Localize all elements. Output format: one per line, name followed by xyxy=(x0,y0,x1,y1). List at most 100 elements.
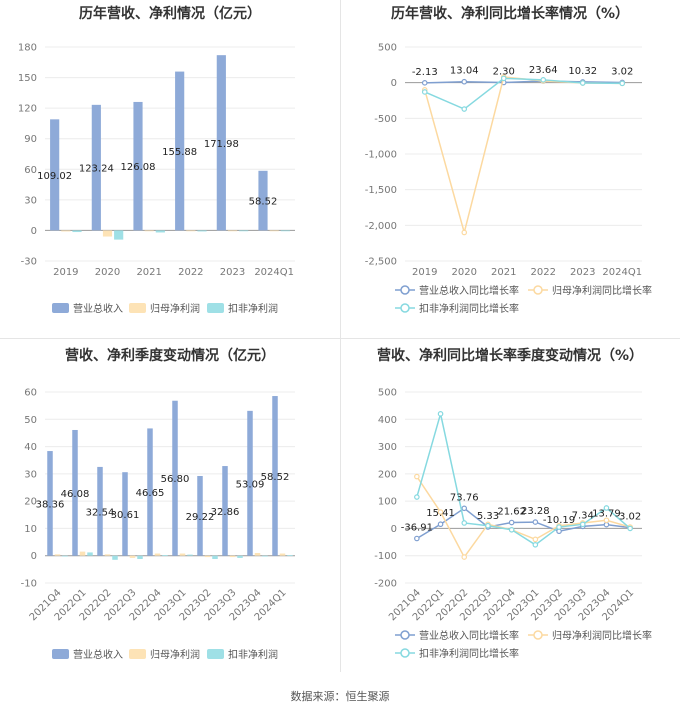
legend-swatch xyxy=(52,649,69,659)
bar-2 xyxy=(279,553,286,556)
x-tick-label: 2023 xyxy=(570,267,595,278)
point-value-label: -36.91 xyxy=(401,522,433,533)
bar-3 xyxy=(112,555,118,560)
point-value-label: 21.62 xyxy=(497,507,526,518)
bar-value-label: 32.86 xyxy=(211,507,240,518)
y-tick-label: 50 xyxy=(24,415,37,426)
bar-value-label: 30.61 xyxy=(111,510,140,521)
series-line-1 xyxy=(424,80,623,84)
legend-label: 营业总收入 xyxy=(73,648,123,661)
bar-1 xyxy=(172,400,178,556)
y-tick-label: 500 xyxy=(378,388,397,399)
y-tick-label: 10 xyxy=(24,524,37,535)
bar-2 xyxy=(204,555,211,558)
bar-value-label: 123.24 xyxy=(79,164,114,175)
bar-1 xyxy=(97,466,103,556)
y-tick-label: 0 xyxy=(31,226,37,237)
x-tick-label: 2021 xyxy=(491,267,516,278)
y-tick-label: -1,500 xyxy=(365,185,397,196)
panel-divider-vertical xyxy=(340,0,341,672)
bar-1 xyxy=(72,429,78,556)
bar-value-label: 46.08 xyxy=(61,489,90,500)
bar-3 xyxy=(155,230,165,233)
y-tick-label: -200 xyxy=(374,579,397,590)
bar-1 xyxy=(272,396,278,556)
bar-3 xyxy=(114,230,124,240)
data-point xyxy=(532,519,539,525)
bar-1 xyxy=(216,55,226,231)
point-value-label: 23.64 xyxy=(529,65,558,76)
bar-3 xyxy=(237,555,243,558)
data-point xyxy=(437,509,444,515)
panel-divider-horizontal xyxy=(0,338,680,339)
bar-2 xyxy=(144,230,154,232)
y-tick-label: 60 xyxy=(24,165,37,176)
legend-label: 营业总收入同比增长率 xyxy=(419,284,519,297)
y-tick-label: -30 xyxy=(21,257,37,268)
legend-label: 扣非净利润同比增长率 xyxy=(419,647,519,660)
bar-1 xyxy=(175,71,185,231)
bar-3 xyxy=(212,555,218,559)
data-point xyxy=(619,80,626,87)
legend-label: 归母净利润 xyxy=(150,648,200,661)
bar-value-label: 58.52 xyxy=(261,472,290,483)
bar-3 xyxy=(197,230,207,232)
point-value-label: 23.28 xyxy=(521,506,550,517)
y-tick-label: -500 xyxy=(374,114,397,125)
bar-2 xyxy=(129,555,136,558)
chart-title: 营收、净利同比增长率季度变动情况（%） xyxy=(377,347,643,364)
bar-3 xyxy=(280,230,290,232)
bar-3 xyxy=(87,552,93,556)
x-tick-label: 2021 xyxy=(136,267,161,278)
x-tick-label: 2024Q1 xyxy=(254,267,294,278)
data-point xyxy=(421,89,428,95)
bar-3 xyxy=(239,230,249,232)
bar-value-label: 38.36 xyxy=(36,499,65,510)
data-point xyxy=(414,494,420,500)
y-tick-label: -2,000 xyxy=(365,221,397,232)
legend-label: 扣非净利润同比增长率 xyxy=(419,302,519,315)
bar-value-label: 171.98 xyxy=(204,139,239,150)
point-value-label: 10.32 xyxy=(568,66,597,77)
data-point xyxy=(603,521,610,528)
bar-3 xyxy=(287,555,293,556)
data-point xyxy=(461,505,468,512)
y-tick-label: 400 xyxy=(378,415,397,426)
chart-2: 历年营收、净利同比增长率情况（%） -2,500 -2,000 -1,500 -1,00… xyxy=(365,5,652,315)
y-tick-label: 0 xyxy=(31,551,37,562)
x-tick-label: 2019 xyxy=(412,267,437,278)
chart-3: 营收、净利季度变动情况（亿元）-1001020304050602021Q4202… xyxy=(21,347,295,661)
y-tick-label: 0 xyxy=(391,524,397,535)
point-value-label: -2.13 xyxy=(412,67,438,78)
data-point xyxy=(603,517,610,524)
data-point xyxy=(414,535,420,542)
data-source-note: 数据来源：恒生聚源 xyxy=(290,690,390,703)
bar-2 xyxy=(269,230,279,232)
legend-marker xyxy=(400,285,410,295)
legend-marker xyxy=(533,630,543,640)
bar-value-label: 155.88 xyxy=(162,147,197,158)
bar-3 xyxy=(137,555,143,559)
bar-2 xyxy=(227,230,238,232)
bar-3 xyxy=(187,554,193,556)
bar-3 xyxy=(62,555,68,557)
data-point xyxy=(579,521,586,528)
y-tick-label: 0 xyxy=(391,78,397,89)
legend-label: 营业总收入 xyxy=(73,302,123,315)
point-value-label: 3.02 xyxy=(611,66,633,77)
chart-title: 历年营收、净利同比增长率情况（%） xyxy=(391,5,629,22)
data-point xyxy=(461,554,468,560)
legend-swatch xyxy=(207,649,224,659)
bar-2 xyxy=(186,230,196,232)
data-point xyxy=(437,521,444,528)
x-tick-label: 2020 xyxy=(95,267,120,278)
y-tick-label: 500 xyxy=(378,43,397,54)
y-tick-label: 120 xyxy=(18,104,37,115)
bar-1 xyxy=(197,475,203,556)
legend-label: 扣非净利润 xyxy=(228,648,278,661)
series-line-2 xyxy=(416,476,631,559)
y-tick-label: 60 xyxy=(24,388,37,399)
point-value-label: 13.04 xyxy=(450,66,479,77)
bar-1 xyxy=(91,104,101,231)
legend-swatch xyxy=(129,649,146,659)
